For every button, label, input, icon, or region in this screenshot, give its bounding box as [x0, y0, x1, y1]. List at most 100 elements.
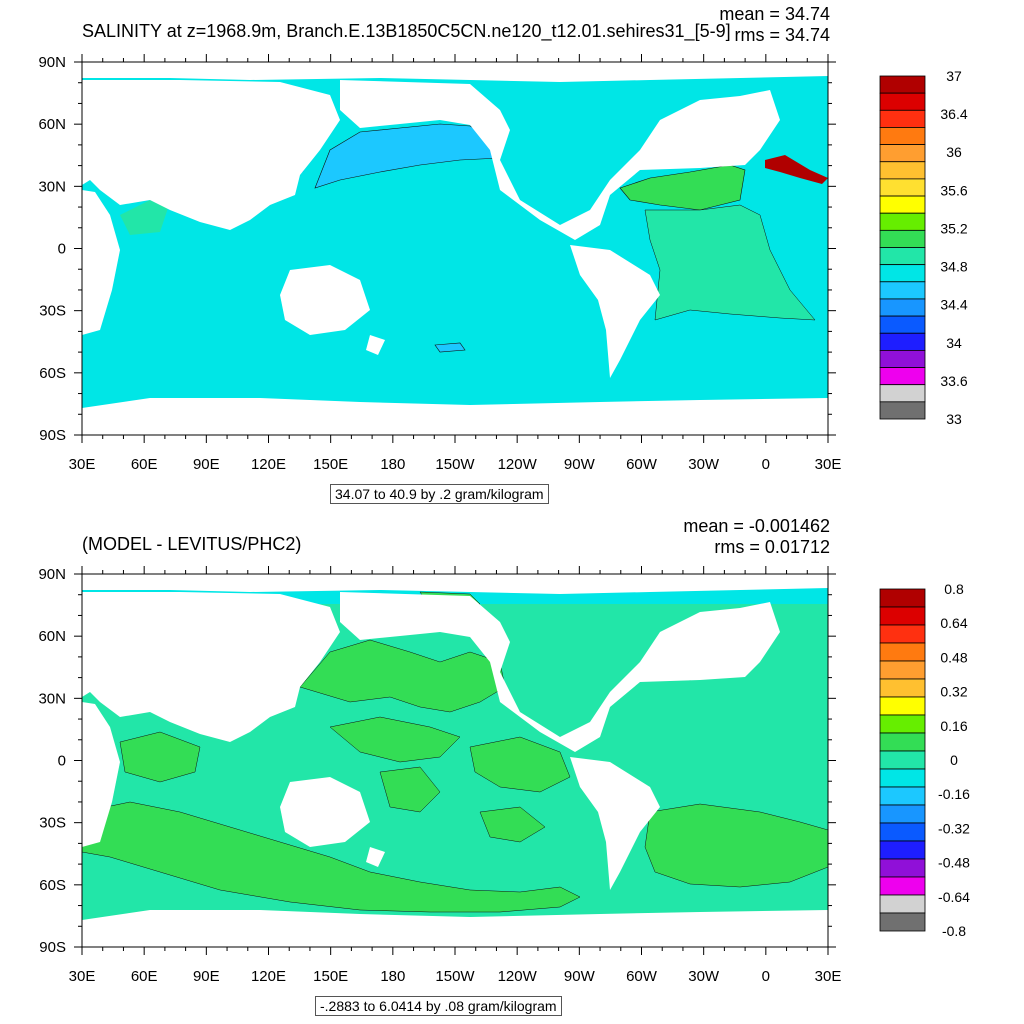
colorbar-swatch — [879, 588, 926, 608]
lon-tick-label: 30W — [688, 968, 720, 985]
colorbar-swatch — [879, 247, 926, 266]
axis-ticks — [74, 54, 836, 443]
colorbar-swatch — [879, 696, 926, 716]
colorbar-swatch — [879, 315, 926, 334]
salinity-land — [82, 62, 828, 435]
lat-tick-label: 30N — [38, 690, 66, 707]
lat-tick-labels: 90N 60N 30N 0 30S 60S 90S — [38, 54, 66, 444]
colorbar-swatch — [879, 768, 926, 788]
salinity-colorbar: 37 36.4 36 35.6 35.2 34.8 34.4 34 33.6 33 — [879, 68, 968, 427]
colorbar-label: -0.16 — [938, 786, 970, 802]
mediterranean-zone — [765, 155, 828, 184]
difference-title: (MODEL - LEVITUS/PHC2) — [82, 534, 302, 554]
lon-tick-label: 120W — [498, 456, 538, 473]
lon-tick-label: 30E — [69, 968, 96, 985]
lon-tick-labels: 30E 60E 90E 120E 150E 180 150W 120W 90W 60W 30W 0 30… — [69, 456, 842, 473]
colorbar-swatch — [879, 894, 926, 914]
patch-east-pacific — [469, 736, 571, 793]
greenland-land — [700, 100, 745, 130]
patch-south-pacific — [479, 806, 546, 843]
patch-south-atlantic — [644, 803, 829, 888]
lat-tick-label: 60N — [38, 628, 66, 645]
colorbar-swatch — [879, 178, 926, 197]
colorbar-swatch — [879, 624, 926, 644]
lon-tick-label: 90E — [193, 968, 220, 985]
colorbar-label: 0.16 — [940, 718, 967, 734]
arabian-sea-zone — [120, 200, 168, 235]
lon-tick-label: 150E — [313, 968, 348, 985]
colorbar-swatch — [879, 732, 926, 752]
lon-tick-label: 30E — [815, 968, 842, 985]
colorbar-label: 33.6 — [940, 373, 967, 389]
patch-indian-ocean — [119, 731, 201, 783]
colorbar-label: 34.8 — [940, 259, 967, 275]
colorbar-swatch — [879, 642, 926, 662]
colorbar-swatch — [879, 109, 926, 128]
lon-tick-labels: 30E 60E 90E 120E 150E 180 150W 120W 90W 60W 30W 0 30… — [69, 968, 842, 985]
colorbar-label: 35.6 — [940, 182, 967, 198]
colorbar-swatch — [879, 92, 926, 111]
difference-colorbar: 0.8 0.64 0.48 0.32 0.16 0 -0.16 -0.32 -0.48 -0.64… — [879, 581, 970, 939]
colorbar-swatch — [879, 660, 926, 680]
lat-tick-label: 60N — [38, 116, 66, 133]
colorbar-swatch — [879, 401, 926, 420]
colorbar-swatch — [879, 840, 926, 860]
colorbar-label: 34.4 — [940, 297, 967, 313]
lat-tick-label: 90S — [39, 427, 66, 444]
atlantic-high-zone — [619, 164, 746, 211]
colorbar-label: -0.8 — [942, 923, 966, 939]
colorbar-swatch — [879, 332, 926, 351]
colorbar-swatch — [879, 714, 926, 734]
salinity-map: 30E 60E 90E 120E 150E 180 150W 120W 90W 60W 30W 0 30… — [38, 54, 968, 473]
lon-tick-label: 180 — [380, 968, 405, 985]
south-atlantic-zone — [644, 204, 816, 321]
lon-tick-label: 90W — [564, 456, 596, 473]
lon-tick-label: 180 — [380, 456, 405, 473]
colorbar-swatch — [879, 786, 926, 806]
lon-tick-label: 120E — [251, 968, 286, 985]
antarctica-land — [82, 910, 828, 947]
patch-north-pacific — [299, 639, 506, 713]
colorbar-label: 35.2 — [940, 220, 967, 236]
colorbar-label: -0.48 — [938, 855, 970, 871]
colorbar-swatch — [879, 804, 926, 824]
arctic-land — [82, 62, 828, 82]
lon-tick-label: 30W — [688, 456, 720, 473]
difference-panel: (MODEL - LEVITUS/PHC2) mean = -0.001462 … — [0, 512, 1024, 1024]
colorbar-label: -0.64 — [938, 889, 970, 905]
greenland-land — [700, 612, 745, 642]
colorbar-label: 0 — [950, 752, 958, 768]
lon-tick-label: 150W — [435, 968, 475, 985]
difference-rms: rms = 0.01712 — [714, 537, 830, 557]
lon-tick-label: 120E — [251, 456, 286, 473]
colorbar-swatch — [879, 281, 926, 300]
colorbar-swatch — [879, 127, 926, 145]
colorbar-swatch — [879, 384, 926, 403]
colorbar-swatch — [879, 298, 926, 317]
lat-tick-label: 0 — [58, 241, 66, 258]
difference-contour-info: -.2883 to 6.0414 by .08 gram/kilogram — [315, 996, 562, 1016]
lon-tick-label: 60E — [131, 968, 158, 985]
lon-tick-label: 150E — [313, 456, 348, 473]
lon-tick-label: 120W — [498, 968, 538, 985]
lon-tick-label: 60E — [131, 456, 158, 473]
colorbar-swatch — [879, 912, 926, 932]
patch-tasman — [379, 766, 441, 813]
australia-land — [280, 777, 370, 847]
colorbar-label: 0.8 — [944, 581, 964, 597]
australia-land — [280, 265, 370, 335]
colorbar-swatch — [879, 229, 926, 248]
difference-positive-patches — [81, 591, 829, 913]
lon-tick-label: 60W — [626, 968, 658, 985]
colorbar-swatch — [879, 195, 926, 214]
lat-tick-label: 90N — [38, 54, 66, 71]
antarctica-land — [82, 398, 828, 435]
south-america-land — [570, 757, 660, 890]
lat-tick-label: 90S — [39, 939, 66, 956]
colorbar-label: 36.4 — [940, 106, 967, 122]
lat-tick-label: 60S — [39, 877, 66, 894]
patch-central-pacific — [329, 716, 461, 763]
lon-tick-label: 90E — [193, 456, 220, 473]
colorbar-label: 37 — [946, 68, 962, 84]
lon-tick-label: 60W — [626, 456, 658, 473]
